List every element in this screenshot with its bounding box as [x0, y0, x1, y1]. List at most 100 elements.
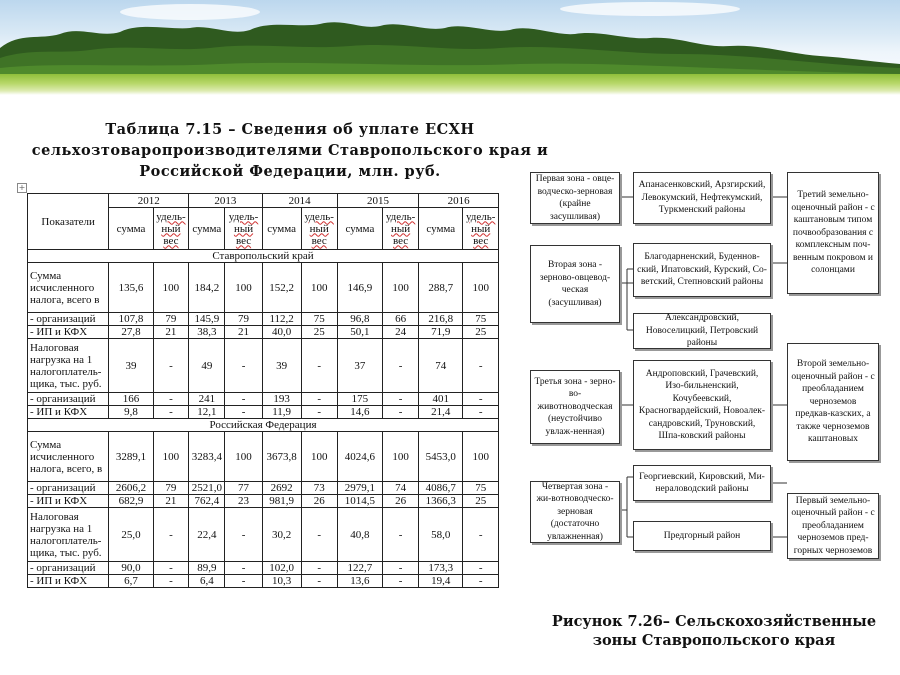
- table-row: - организаций 166-241-193-175-401-: [26, 392, 499, 406]
- figure-caption-line: зоны Ставропольского края: [592, 632, 836, 649]
- table-row: Сумма исчисленного налога, всего в 135,6 1…: [26, 262, 499, 313]
- sum-cell: 4024,6: [336, 431, 384, 482]
- header-row-metrics: сумма удель-ный вес сумма удель-ный вес …: [28, 207, 499, 250]
- share-cell: 100: [224, 262, 263, 313]
- share-cell: -: [462, 338, 499, 393]
- sum-cell: 27,8: [108, 325, 154, 339]
- share-cell: 79: [152, 481, 190, 495]
- row-label: Налоговая нагрузка на 1 налогоплатель-щи…: [26, 507, 110, 562]
- diagram-connectors: [620, 196, 787, 538]
- share-cell: -: [224, 574, 263, 588]
- figure-caption: Рисунок 7.26– Сельскохозяйственные зоны …: [528, 612, 900, 650]
- sum-cell: 288,7: [418, 262, 464, 313]
- table-row: - организаций 2606,2 79 2521,0 77 2692 73 2979,…: [26, 481, 499, 495]
- sum-cell: 152,2: [261, 262, 302, 313]
- sum-cell: 13,6: [336, 574, 384, 588]
- share-cell: 24: [382, 325, 420, 339]
- row-label: - ИП и КФХ: [26, 325, 110, 339]
- sum-cell: 193: [261, 392, 302, 406]
- table-row: - ИП и КФХ 6,7-6,4-10,3-13,6-19,4-: [26, 574, 499, 588]
- share-cell: 25: [462, 325, 499, 339]
- tax-table-body: Ставропольский край Сумма исчисленного на…: [26, 249, 499, 588]
- sum-cell: 146,9: [336, 262, 384, 313]
- sum-cell: 2692: [261, 481, 302, 495]
- sum-header: сумма: [418, 207, 464, 250]
- sum-cell: 9,8: [108, 405, 154, 419]
- table-move-handle-icon[interactable]: +: [17, 183, 27, 193]
- sum-cell: 71,9: [418, 325, 464, 339]
- section-title: Ставропольский край: [27, 249, 499, 263]
- share-cell: 75: [462, 481, 499, 495]
- sum-cell: 22,4: [188, 507, 226, 562]
- share-cell: 21: [224, 325, 263, 339]
- share-cell: 79: [224, 312, 263, 326]
- share-cell: 75: [462, 312, 499, 326]
- share-cell: 100: [382, 431, 420, 482]
- districts-box-5: Георгиевский, Кировский, Ми-нераловодски…: [633, 465, 771, 501]
- header-landscape-banner: [0, 0, 900, 95]
- row-label: Налоговая нагрузка на 1 налогоплатель-щи…: [26, 338, 110, 393]
- share-cell: -: [224, 392, 263, 406]
- share-cell: -: [152, 574, 190, 588]
- share-cell: 66: [382, 312, 420, 326]
- share-cell: -: [300, 405, 338, 419]
- sum-cell: 49: [188, 338, 226, 393]
- section-title: Российская Федерация: [27, 418, 499, 432]
- table-row: Сумма исчисленного налога, всего, в 3289,…: [26, 431, 499, 482]
- header-row-years: Показатели 2012 2013 2014 2015 2016: [26, 193, 499, 250]
- sum-cell: 14,6: [336, 405, 384, 419]
- share-cell: 100: [300, 262, 338, 313]
- sum-cell: 37: [336, 338, 384, 393]
- sum-cell: 6,7: [108, 574, 154, 588]
- sum-cell: 122,7: [336, 561, 384, 575]
- tree-line-image: [0, 22, 900, 80]
- share-cell: 21: [152, 325, 190, 339]
- share-cell: 21: [152, 494, 190, 508]
- share-cell: -: [382, 561, 420, 575]
- table-row: Налоговая нагрузка на 1 налогоплатель-щи…: [26, 338, 499, 393]
- zone-box-1: Первая зона - овце-водческо-зерновая (кр…: [530, 172, 620, 224]
- sum-cell: 58,0: [418, 507, 464, 562]
- table-row: - ИП и КФХ 9,8-12,1-11,9-14,6-21,4-: [26, 405, 499, 419]
- zone-box-4: Четвертая зона - жи-вотноводческо-зернов…: [530, 481, 620, 543]
- table-title: Таблица 7.15 – Сведения об уплате ЕСХН с…: [20, 119, 560, 182]
- sum-cell: 145,9: [188, 312, 226, 326]
- sum-cell: 96,8: [336, 312, 384, 326]
- sum-cell: 25,0: [108, 507, 154, 562]
- sum-cell: 39: [108, 338, 154, 393]
- districts-box-4: Андроповский, Грачевский, Изо-бильненски…: [633, 360, 771, 450]
- share-cell: 100: [152, 262, 190, 313]
- row-label: - ИП и КФХ: [26, 405, 110, 419]
- section-row: Ставропольский край: [27, 249, 499, 263]
- sum-cell: 241: [188, 392, 226, 406]
- share-cell: -: [462, 392, 499, 406]
- year-header: 2014: [261, 193, 338, 208]
- indicators-header: Показатели: [26, 193, 110, 250]
- table-row: - ИП и КФХ 682,9 21 762,4 23 981,9 26 1014,5 26 1…: [26, 494, 499, 508]
- sum-cell: 107,8: [108, 312, 154, 326]
- districts-box-2: Благодарненский, Буденнов-ский, Ипатовск…: [633, 243, 771, 297]
- sum-cell: 90,0: [108, 561, 154, 575]
- share-cell: 100: [300, 431, 338, 482]
- sum-cell: 175: [336, 392, 384, 406]
- sum-cell: 11,9: [261, 405, 302, 419]
- share-cell: 100: [382, 262, 420, 313]
- sum-cell: 40,8: [336, 507, 384, 562]
- districts-box-3: Александровский, Новоселицкий, Петровски…: [633, 313, 771, 349]
- share-cell: 100: [224, 431, 263, 482]
- sum-header: сумма: [261, 207, 302, 250]
- soil-region-box-3: Третий земельно-оценочный район - с кашт…: [787, 172, 879, 294]
- sum-cell: 6,4: [188, 574, 226, 588]
- table-title-line: Таблица 7.15 – Сведения об уплате ЕСХН: [105, 121, 475, 138]
- share-cell: -: [152, 338, 190, 393]
- year-header: 2016: [418, 193, 499, 208]
- share-cell: -: [152, 561, 190, 575]
- share-cell: 25: [300, 325, 338, 339]
- share-cell: 26: [300, 494, 338, 508]
- row-label: - организаций: [26, 481, 110, 495]
- year-header: 2012: [108, 193, 190, 208]
- sum-cell: 216,8: [418, 312, 464, 326]
- sum-cell: 39: [261, 338, 302, 393]
- sum-cell: 1014,5: [336, 494, 384, 508]
- districts-box-1: Апанасенковский, Арзгирский, Левокумский…: [633, 172, 771, 224]
